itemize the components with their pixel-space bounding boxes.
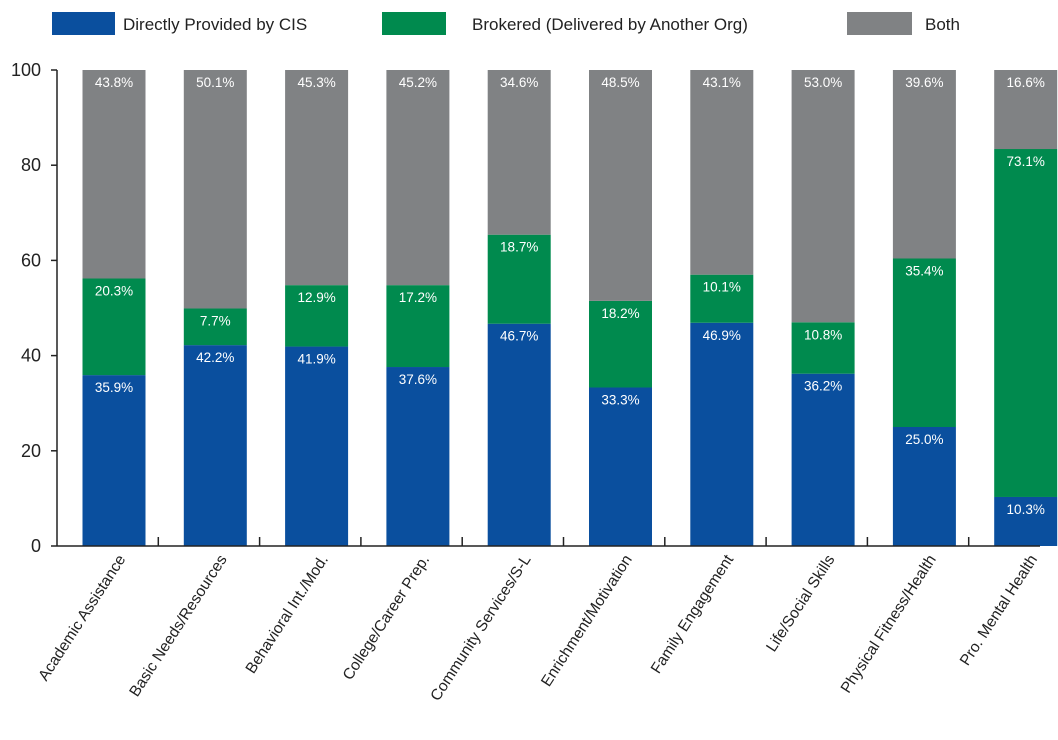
bar-segment — [589, 387, 652, 546]
data-label: 17.2% — [399, 290, 437, 305]
data-label: 25.0% — [905, 432, 943, 447]
x-tick-label: College/Career Prep. — [340, 552, 434, 683]
bar-segment — [690, 70, 754, 275]
x-tick-label: Basic Needs/Resources — [126, 552, 230, 700]
bar-segment — [487, 323, 551, 546]
bar-segment — [386, 367, 450, 546]
x-tick-label: Life/Social Skills — [763, 552, 838, 655]
data-label: 45.3% — [297, 75, 335, 90]
data-label: 41.9% — [297, 352, 335, 367]
x-tick-label: Family Engagement — [648, 551, 738, 676]
data-label: 10.8% — [804, 327, 842, 342]
data-label: 12.9% — [297, 290, 335, 305]
bar-segment — [183, 345, 247, 546]
bar-segment — [386, 285, 450, 368]
data-label: 10.3% — [1007, 502, 1045, 517]
bar-segment — [487, 234, 551, 324]
data-label: 43.1% — [703, 75, 741, 90]
x-tick-label: Enrichment/Motivation — [538, 552, 636, 690]
bar-segment — [791, 70, 855, 323]
bar-segment — [690, 322, 754, 546]
data-label: 35.9% — [95, 380, 133, 395]
data-label: 45.2% — [399, 75, 437, 90]
data-label: 53.0% — [804, 75, 842, 90]
legend-label-2: Both — [925, 15, 960, 34]
bar-segment — [285, 285, 349, 347]
bar-segment — [994, 149, 1058, 497]
bar-segment — [589, 300, 652, 388]
x-tick-label: Pro. Mental Health — [957, 552, 1041, 669]
data-label: 37.6% — [399, 372, 437, 387]
bar-segment — [892, 70, 956, 259]
data-label: 20.3% — [95, 283, 133, 298]
bar-segment — [285, 70, 349, 286]
data-label: 10.1% — [703, 280, 741, 295]
bar-segment — [994, 70, 1058, 150]
data-label: 33.3% — [601, 392, 639, 407]
data-label: 46.7% — [500, 329, 538, 344]
x-tick-label: Community Services/S-L — [427, 552, 534, 705]
data-label: 18.7% — [500, 240, 538, 255]
data-label: 34.6% — [500, 75, 538, 90]
data-label: 48.5% — [601, 75, 639, 90]
bar-segment — [690, 274, 754, 323]
x-tick-label: Behavioral Int./Mod. — [243, 552, 332, 677]
y-tick-label: 100 — [11, 60, 41, 80]
x-tick-label: Academic Assistance — [35, 552, 129, 684]
bar-segment — [183, 308, 247, 346]
bar-segment — [994, 496, 1058, 546]
data-label: 7.7% — [200, 313, 231, 328]
data-label: 46.9% — [703, 328, 741, 343]
data-label: 50.1% — [196, 75, 234, 90]
legend-swatch-2 — [847, 12, 912, 35]
data-label: 18.2% — [601, 306, 639, 321]
y-tick-label: 60 — [21, 250, 41, 270]
legend-label-1: Brokered (Delivered by Another Org) — [472, 15, 748, 34]
y-tick-label: 40 — [21, 346, 41, 366]
legend-label-0: Directly Provided by CIS — [123, 15, 307, 34]
data-label: 35.4% — [905, 263, 943, 278]
data-label: 73.1% — [1007, 154, 1045, 169]
bar-segment — [82, 70, 146, 279]
bar-segment — [892, 427, 956, 546]
legend-swatch-0 — [52, 12, 115, 35]
bar-segment — [82, 278, 146, 376]
data-label: 16.6% — [1007, 75, 1045, 90]
y-axis: 0 20 40 60 80 100 — [11, 60, 58, 556]
x-tick-label: Physical Fitness/Health — [838, 552, 940, 696]
legend: Directly Provided by CIS Brokered (Delive… — [52, 12, 960, 35]
y-tick-label: 0 — [31, 536, 41, 556]
data-label: 42.2% — [196, 350, 234, 365]
bar-segment — [589, 70, 652, 301]
data-label: 39.6% — [905, 75, 943, 90]
bar-segment — [386, 70, 450, 286]
y-tick-label: 20 — [21, 441, 41, 461]
data-label: 43.8% — [95, 75, 133, 90]
data-label: 36.2% — [804, 379, 842, 394]
bar-segment — [791, 322, 855, 374]
bar-segment — [183, 70, 247, 309]
y-tick-label: 80 — [21, 155, 41, 175]
bar-segment — [285, 346, 349, 546]
legend-swatch-1 — [382, 12, 446, 35]
bars: 35.9% 20.3% 43.8% 42.2% 7.7% 50.1% 41.9% 12.9% 4… — [82, 70, 1058, 546]
bar-segment — [791, 373, 855, 546]
bar-segment — [892, 258, 956, 427]
bar-segment — [82, 375, 146, 546]
bar-segment — [487, 70, 551, 235]
